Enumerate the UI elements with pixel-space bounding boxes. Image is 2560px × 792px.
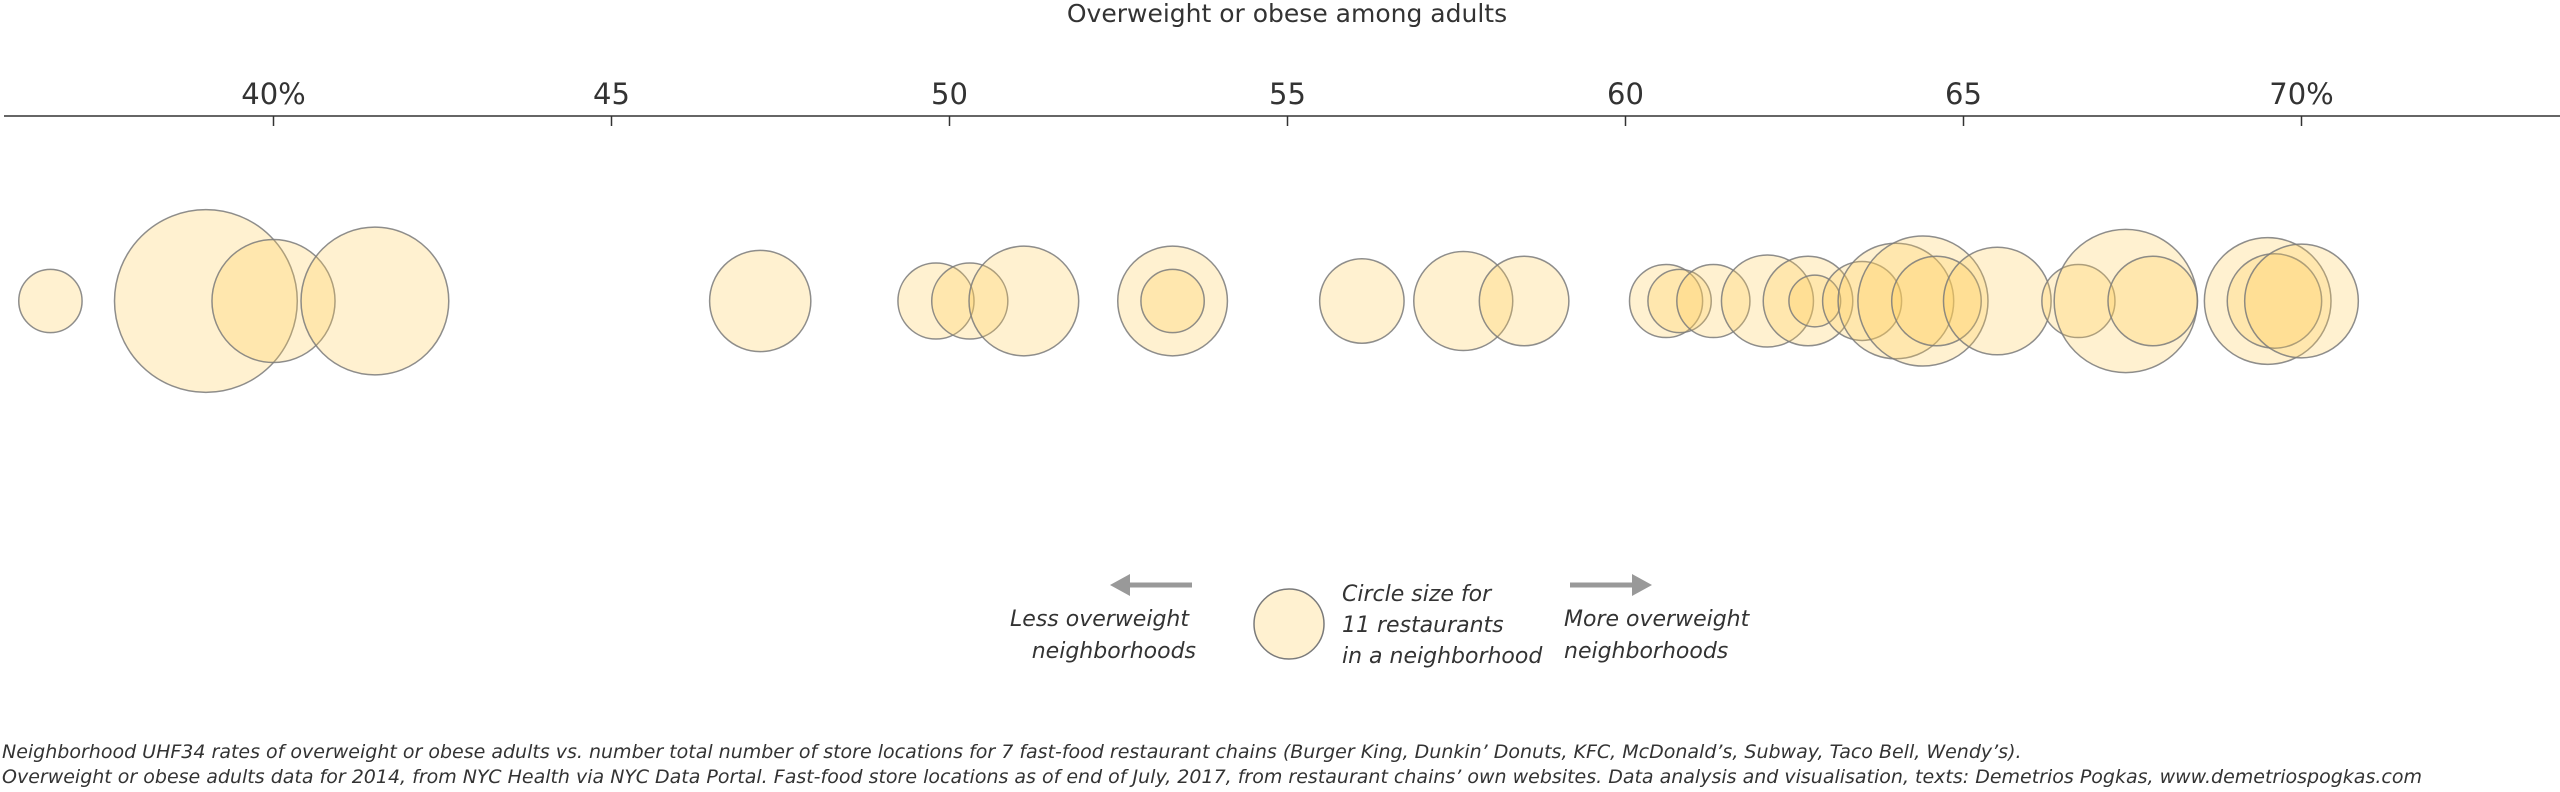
legend-left-text: Less overweight neighborhoods (1010, 607, 1196, 664)
bubble (211, 238, 336, 364)
legend-right-line-1: More overweight (1564, 607, 1751, 632)
axis-title: Overweight or obese among adults (1067, 0, 1507, 28)
tick-label: 65 (1945, 77, 1982, 111)
legend-left-line-2: neighborhoods (1032, 639, 1196, 664)
left-arrow (1110, 574, 1192, 596)
bubble-series (18, 208, 2360, 394)
legend-size-text: Circle size for 11 restaurants in a neig… (1342, 582, 1543, 669)
bubble (2107, 255, 2199, 347)
bubble (1720, 254, 1815, 348)
bubble (1478, 255, 1570, 347)
legend-left-line-1: Less overweight (1010, 607, 1190, 632)
bubble (1942, 246, 2052, 356)
bubble (1821, 260, 1903, 342)
legend-right-line-2: neighborhoods (1564, 639, 1728, 664)
bubble (708, 249, 812, 353)
bubble (897, 262, 975, 340)
tick-label: 50 (931, 77, 968, 111)
bubble (1116, 245, 1229, 357)
x-axis: 40% 45 50 55 60 65 70% (241, 77, 2334, 126)
tick-label: 40% (241, 77, 305, 111)
bubble (18, 268, 83, 334)
bubble (1140, 268, 1205, 334)
bubble (113, 208, 299, 394)
legend-size-line-2: 11 restaurants (1342, 613, 1504, 638)
bubble (1857, 235, 1989, 367)
bubble (300, 226, 450, 376)
footnote-line-2: Overweight or obese adults data for 2014… (2, 766, 2422, 788)
bubble (2243, 243, 2360, 359)
right-arrow (1570, 574, 1652, 596)
tick-label: 45 (593, 77, 630, 111)
tick-label: 55 (1269, 77, 1306, 111)
footnote-line-1: Neighborhood UHF34 rates of overweight o… (2, 741, 2022, 763)
bubble (1676, 263, 1751, 339)
bubble (1413, 250, 1514, 352)
bubble (2041, 263, 2116, 339)
tick-label: 70% (2269, 77, 2333, 111)
legend-size-circle (1253, 588, 1325, 660)
bubble (1647, 268, 1712, 334)
legend-size-line-1: Circle size for (1342, 582, 1493, 607)
legend-size-line-3: in a neighborhood (1342, 644, 1543, 669)
bubble (968, 245, 1080, 357)
legend: Less overweight neighborhoods Circle siz… (1010, 574, 1756, 669)
bubble (1890, 255, 1982, 347)
bubble (2203, 236, 2332, 366)
bubble (1837, 242, 1955, 360)
tick-label: 60 (1607, 77, 1644, 111)
bubble (1788, 274, 1842, 328)
bubble (930, 262, 1009, 340)
bubble (1318, 258, 1405, 344)
bubble (2226, 253, 2323, 349)
bubble (1628, 263, 1704, 339)
legend-right-text: More overweight neighborhoods (1564, 607, 1756, 664)
